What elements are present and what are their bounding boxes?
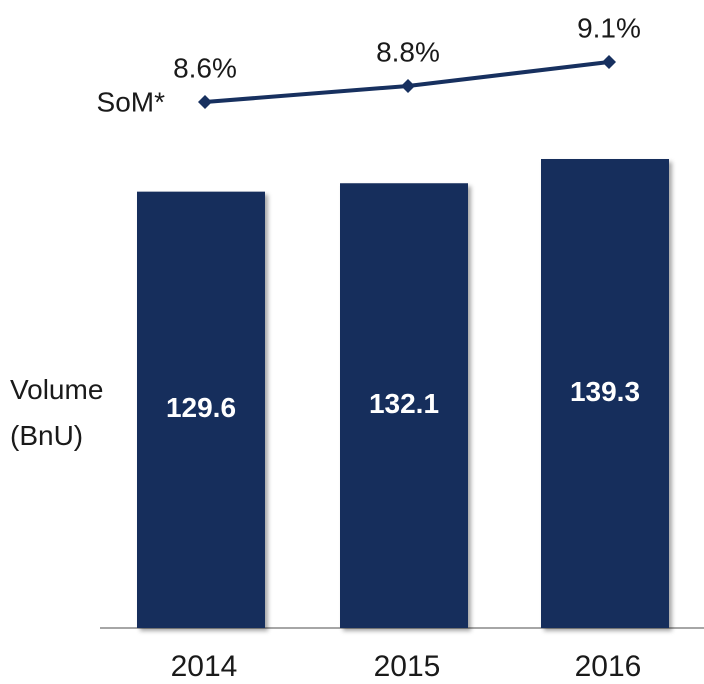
x-tick-label: 2016 xyxy=(575,650,642,683)
line-value-label: 8.6% xyxy=(173,52,237,83)
x-tick-label: 2014 xyxy=(171,650,238,683)
bar xyxy=(340,183,468,628)
bar-value-label: 129.6 xyxy=(166,392,236,423)
bar-value-label: 139.3 xyxy=(570,376,640,407)
line-series-label: SoM* xyxy=(97,86,166,117)
line-marker xyxy=(602,55,616,69)
bar xyxy=(541,159,669,628)
bar-value-label: 132.1 xyxy=(369,388,439,419)
bar xyxy=(137,191,265,628)
line-value-label: 8.8% xyxy=(376,36,440,67)
line-value-label: 9.1% xyxy=(577,12,641,43)
x-tick-label: 2015 xyxy=(374,650,441,683)
line-marker xyxy=(198,95,212,109)
line-marker xyxy=(401,79,415,93)
bar-series-label: Volume (BnU) xyxy=(10,374,103,451)
